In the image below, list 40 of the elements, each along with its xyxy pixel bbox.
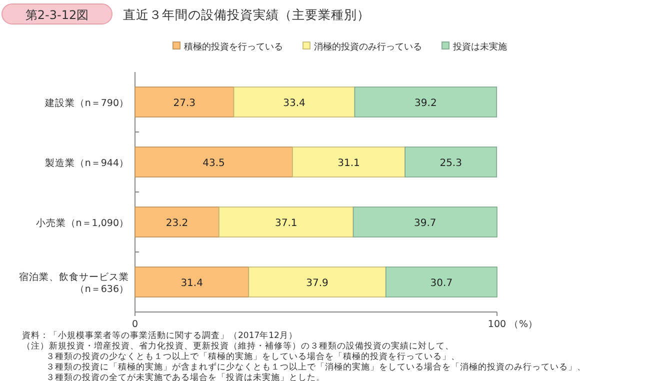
bar (385, 266, 498, 298)
y-tick-label: 宿泊業、飲食サービス業（n＝636） (19, 271, 129, 295)
text: ３種類の投資の少なくとも１つ以上で「積極的実施」をしている場合を「積極的投資を行っている」、 (46, 351, 460, 362)
data-label: 27.3 (173, 98, 196, 109)
data-label: 43.5 (202, 158, 225, 169)
x-tick-label: 100 (488, 319, 506, 330)
data-label: 30.7 (430, 278, 453, 289)
bar (233, 86, 356, 118)
y-tick-label: 建設業（n＝790） (44, 97, 129, 109)
bar (134, 206, 220, 238)
data-label: 39.7 (414, 218, 436, 229)
bar (134, 266, 250, 298)
data-label: 39.2 (414, 98, 437, 109)
data-label: 37.1 (275, 218, 298, 229)
chart-subtitle: 第2-3-12図 (25, 8, 89, 22)
legend-label: 投資は未実施 (452, 42, 507, 52)
text: ３種類の投資に「積極的実施」が含まれずに少なくとも１つ以上で「消極的実施」をしている場合を「消極的投資のみ行っている」、 (46, 362, 586, 372)
bar (292, 146, 406, 178)
bar (354, 86, 498, 118)
legend-label: 積極的投資を行っている (184, 42, 283, 52)
bar (404, 146, 498, 178)
data-label: 31.1 (338, 158, 360, 169)
bar (218, 206, 354, 238)
x-axis-title: （%） (509, 319, 538, 330)
text: （注）新規投資・増産投資、省力化投資、更新投資（維持・補修等）の３種類の設備投資の実績に対して、 (22, 340, 454, 352)
chart-title: 直近３年間の設備投資実績（主要業種別） (123, 7, 370, 22)
bar (134, 86, 234, 118)
data-label: 25.3 (440, 158, 462, 169)
bar (134, 146, 293, 178)
y-tick-label: 製造業（n＝944） (44, 157, 129, 169)
legend-label: 消極的投資のみ行っている (314, 42, 422, 52)
data-label: 23.2 (166, 218, 188, 229)
data-label: 37.9 (306, 278, 328, 289)
text: 資料：「小規模事業者等の事業活動に関する調査」（2017年12月） (22, 330, 298, 341)
y-tick-label: 小売業（n＝1,090） (36, 217, 129, 229)
data-label: 33.4 (283, 98, 306, 109)
data-label: 31.4 (180, 278, 203, 289)
bar (248, 266, 386, 298)
x-tick-label: 0 (132, 319, 138, 330)
bar (352, 206, 498, 238)
